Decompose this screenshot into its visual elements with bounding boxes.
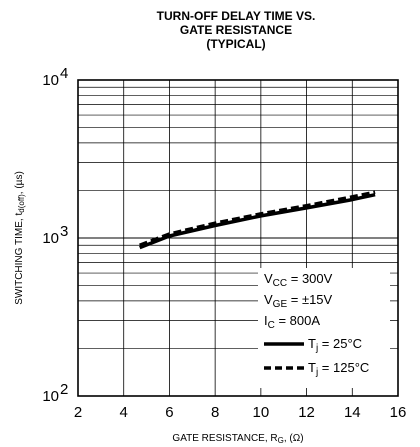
legend-125c-rest: = 125°C [318, 360, 369, 375]
chart-title-line-1: TURN-OFF DELAY TIME VS. [157, 9, 316, 23]
condition-vge: VGE = ±15V [264, 292, 333, 310]
grid-layer [78, 80, 398, 397]
y-tick-base: 10 [42, 72, 59, 89]
y-tick-exponent: 3 [60, 223, 68, 240]
chart-title-line-2: GATE RESISTANCE [180, 23, 292, 37]
condition-vcc-main: V [264, 271, 273, 286]
legend-label-25c: Tj = 25°C [308, 336, 362, 354]
condition-vcc-sub: CC [273, 278, 287, 289]
legend-25c-rest: = 25°C [318, 336, 362, 351]
y-tick-label: 10 [42, 230, 59, 247]
condition-vcc: VCC = 300V [264, 271, 333, 289]
plot-frame [77, 79, 399, 397]
chart-title-line-3: (TYPICAL) [206, 37, 265, 51]
x-tick-label: 10 [253, 404, 270, 421]
series-line-25c [139, 192, 376, 250]
condition-ic: IC = 800A [264, 313, 320, 331]
condition-vcc-rest: = 300V [287, 271, 333, 286]
x-tick-label: 12 [298, 404, 315, 421]
condition-ic-sub: C [268, 320, 275, 331]
condition-ic-rest: = 800A [275, 313, 321, 328]
y-axis-label-sub: d(off) [17, 194, 26, 213]
condition-vge-sub: GE [273, 299, 288, 310]
legend-box: VCC = 300V VGE = ±15V IC = 800A Tj = 25°… [258, 268, 390, 388]
y-axis-label: SWITCHING TIME, td(off), (µs) [14, 171, 26, 305]
x-axis-label-sub: G [278, 436, 284, 445]
x-tick-label: 8 [211, 404, 219, 421]
y-tick-exponent: 2 [60, 381, 68, 398]
legend-125c-sub: j [315, 367, 318, 378]
x-tick-label: 2 [74, 404, 82, 421]
x-axis-label-main: GATE RESISTANCE, R [172, 433, 277, 444]
y-tick-exponent: 4 [60, 65, 68, 82]
x-axis-label-unit: , (Ω) [284, 433, 304, 444]
x-tick-label: 4 [120, 404, 128, 421]
condition-vge-main: V [264, 292, 273, 307]
x-tick-label: 6 [165, 404, 173, 421]
y-tick-base: 10 [42, 230, 59, 247]
y-axis-label-main: SWITCHING TIME, t [14, 213, 25, 305]
legend-label-125c: Tj = 125°C [308, 360, 369, 378]
y-axis-label-unit: , (µs) [14, 171, 25, 194]
legend-125c-main: T [308, 360, 316, 375]
x-axis-label: GATE RESISTANCE, RG, (Ω) [172, 433, 303, 445]
legend-25c-main: T [308, 336, 316, 351]
x-tick-label: 16 [390, 404, 407, 421]
condition-vge-rest: = ±15V [287, 292, 332, 307]
series-line-125c [139, 190, 376, 247]
y-tick-base: 10 [42, 388, 59, 405]
series-layer [139, 190, 376, 250]
y-tick-label: 10 [42, 388, 59, 405]
legend-25c-sub: j [315, 343, 318, 354]
condition-ic-main: I [264, 313, 268, 328]
y-tick-label: 10 [42, 72, 59, 89]
x-tick-label: 14 [344, 404, 361, 421]
